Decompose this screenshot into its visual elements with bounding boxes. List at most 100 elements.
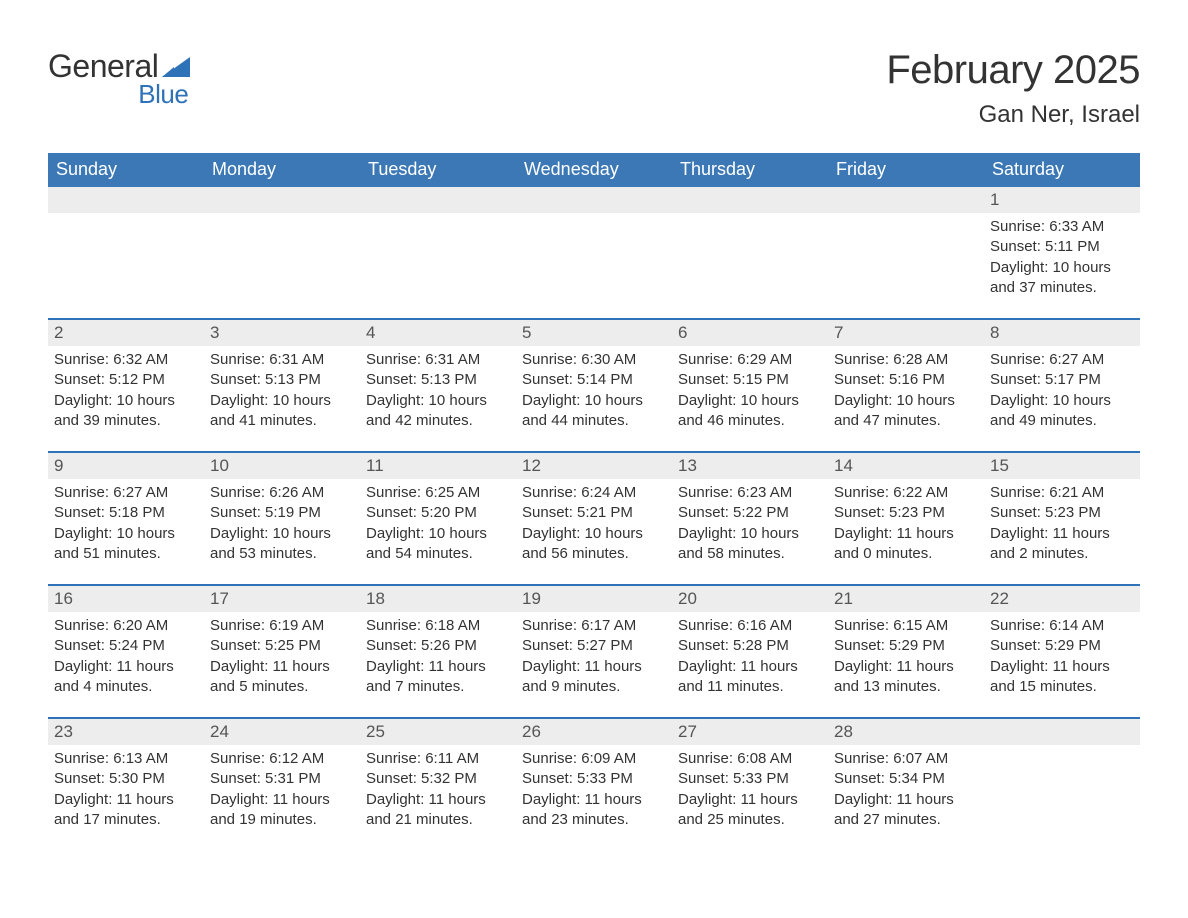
day-body: Sunrise: 6:30 AMSunset: 5:14 PMDaylight:… bbox=[516, 346, 672, 451]
calendar-day-cell: 18Sunrise: 6:18 AMSunset: 5:26 PMDayligh… bbox=[360, 584, 516, 717]
day-number-bar: 14 bbox=[828, 451, 984, 479]
day-number-bar: 25 bbox=[360, 717, 516, 745]
calendar-day-cell: 23Sunrise: 6:13 AMSunset: 5:30 PMDayligh… bbox=[48, 717, 204, 850]
sunrise-line: Sunrise: 6:28 AM bbox=[834, 350, 978, 370]
month-title: February 2025 bbox=[886, 48, 1140, 93]
sunset-line: Sunset: 5:25 PM bbox=[210, 636, 354, 656]
day-body: Sunrise: 6:14 AMSunset: 5:29 PMDaylight:… bbox=[984, 612, 1140, 717]
day-number-bar: 8 bbox=[984, 318, 1140, 346]
calendar-day-cell: 17Sunrise: 6:19 AMSunset: 5:25 PMDayligh… bbox=[204, 584, 360, 717]
sunset-line: Sunset: 5:29 PM bbox=[834, 636, 978, 656]
calendar-day-cell: 21Sunrise: 6:15 AMSunset: 5:29 PMDayligh… bbox=[828, 584, 984, 717]
daylight-line: Daylight: 10 hours and 37 minutes. bbox=[990, 258, 1134, 299]
calendar-day-cell: 28Sunrise: 6:07 AMSunset: 5:34 PMDayligh… bbox=[828, 717, 984, 850]
day-of-week-header-row: Sunday Monday Tuesday Wednesday Thursday… bbox=[48, 153, 1140, 187]
day-number-bar bbox=[48, 187, 204, 213]
calendar-day-cell: 20Sunrise: 6:16 AMSunset: 5:28 PMDayligh… bbox=[672, 584, 828, 717]
sunset-line: Sunset: 5:30 PM bbox=[54, 769, 198, 789]
sunrise-line: Sunrise: 6:32 AM bbox=[54, 350, 198, 370]
day-number: 10 bbox=[210, 456, 229, 475]
calendar-table: Sunday Monday Tuesday Wednesday Thursday… bbox=[48, 153, 1140, 850]
sunset-line: Sunset: 5:24 PM bbox=[54, 636, 198, 656]
daylight-line: Daylight: 10 hours and 46 minutes. bbox=[678, 391, 822, 432]
day-body: Sunrise: 6:12 AMSunset: 5:31 PMDaylight:… bbox=[204, 745, 360, 850]
day-number-bar: 11 bbox=[360, 451, 516, 479]
calendar-day-cell: 12Sunrise: 6:24 AMSunset: 5:21 PMDayligh… bbox=[516, 451, 672, 584]
day-number: 5 bbox=[522, 323, 531, 342]
calendar-day-cell: 4Sunrise: 6:31 AMSunset: 5:13 PMDaylight… bbox=[360, 318, 516, 451]
sunset-line: Sunset: 5:16 PM bbox=[834, 370, 978, 390]
day-number-bar bbox=[984, 717, 1140, 745]
sunset-line: Sunset: 5:27 PM bbox=[522, 636, 666, 656]
daylight-line: Daylight: 11 hours and 25 minutes. bbox=[678, 790, 822, 831]
sunset-line: Sunset: 5:22 PM bbox=[678, 503, 822, 523]
day-number-bar bbox=[360, 187, 516, 213]
daylight-line: Daylight: 11 hours and 19 minutes. bbox=[210, 790, 354, 831]
daylight-line: Daylight: 11 hours and 27 minutes. bbox=[834, 790, 978, 831]
day-number: 17 bbox=[210, 589, 229, 608]
day-body: Sunrise: 6:20 AMSunset: 5:24 PMDaylight:… bbox=[48, 612, 204, 717]
day-body: Sunrise: 6:15 AMSunset: 5:29 PMDaylight:… bbox=[828, 612, 984, 717]
day-number-bar: 5 bbox=[516, 318, 672, 346]
calendar-body: 1Sunrise: 6:33 AMSunset: 5:11 PMDaylight… bbox=[48, 187, 1140, 850]
sunrise-line: Sunrise: 6:22 AM bbox=[834, 483, 978, 503]
calendar-day-cell: 19Sunrise: 6:17 AMSunset: 5:27 PMDayligh… bbox=[516, 584, 672, 717]
day-number-bar: 21 bbox=[828, 584, 984, 612]
calendar-week-row: 16 Sunrise: 6:20 AMSunset: 5:24 PMDayligh… bbox=[48, 584, 1140, 717]
day-number-bar bbox=[204, 187, 360, 213]
day-number-bar: 10 bbox=[204, 451, 360, 479]
day-body: Sunrise: 6:27 AMSunset: 5:18 PMDaylight:… bbox=[48, 479, 204, 584]
day-number-bar: 6 bbox=[672, 318, 828, 346]
day-number-bar: 24 bbox=[204, 717, 360, 745]
daylight-line: Daylight: 10 hours and 39 minutes. bbox=[54, 391, 198, 432]
calendar-day-cell: 16 Sunrise: 6:20 AMSunset: 5:24 PMDayligh… bbox=[48, 584, 204, 717]
day-body: Sunrise: 6:26 AMSunset: 5:19 PMDaylight:… bbox=[204, 479, 360, 584]
brand-logo-bottom: Blue bbox=[48, 79, 190, 110]
calendar-day-cell: 13Sunrise: 6:23 AMSunset: 5:22 PMDayligh… bbox=[672, 451, 828, 584]
daylight-line: Daylight: 10 hours and 44 minutes. bbox=[522, 391, 666, 432]
calendar-day-cell: 8Sunrise: 6:27 AMSunset: 5:17 PMDaylight… bbox=[984, 318, 1140, 451]
day-number-bar bbox=[516, 187, 672, 213]
day-number: 26 bbox=[522, 722, 541, 741]
daylight-line: Daylight: 10 hours and 49 minutes. bbox=[990, 391, 1134, 432]
calendar-day-cell bbox=[672, 187, 828, 318]
day-number: 19 bbox=[522, 589, 541, 608]
sunrise-line: Sunrise: 6:21 AM bbox=[990, 483, 1134, 503]
day-body: Sunrise: 6:33 AMSunset: 5:11 PMDaylight:… bbox=[984, 213, 1140, 318]
day-number: 23 bbox=[54, 722, 73, 741]
day-body bbox=[828, 213, 984, 311]
sunset-line: Sunset: 5:19 PM bbox=[210, 503, 354, 523]
day-number-bar: 2 bbox=[48, 318, 204, 346]
day-body: Sunrise: 6:22 AMSunset: 5:23 PMDaylight:… bbox=[828, 479, 984, 584]
sunrise-line: Sunrise: 6:31 AM bbox=[366, 350, 510, 370]
day-body bbox=[984, 745, 1140, 843]
sunset-line: Sunset: 5:21 PM bbox=[522, 503, 666, 523]
day-number-bar: 9 bbox=[48, 451, 204, 479]
day-body: Sunrise: 6:18 AMSunset: 5:26 PMDaylight:… bbox=[360, 612, 516, 717]
sunset-line: Sunset: 5:33 PM bbox=[678, 769, 822, 789]
dow-header: Monday bbox=[204, 153, 360, 187]
sunrise-line: Sunrise: 6:16 AM bbox=[678, 616, 822, 636]
day-body: Sunrise: 6:07 AMSunset: 5:34 PMDaylight:… bbox=[828, 745, 984, 850]
calendar-day-cell bbox=[984, 717, 1140, 850]
daylight-line: Daylight: 10 hours and 54 minutes. bbox=[366, 524, 510, 565]
day-number-bar: 26 bbox=[516, 717, 672, 745]
day-number: 7 bbox=[834, 323, 843, 342]
daylight-line: Daylight: 10 hours and 58 minutes. bbox=[678, 524, 822, 565]
day-body bbox=[672, 213, 828, 311]
sunrise-line: Sunrise: 6:25 AM bbox=[366, 483, 510, 503]
day-number: 25 bbox=[366, 722, 385, 741]
daylight-line: Daylight: 11 hours and 0 minutes. bbox=[834, 524, 978, 565]
day-number: 3 bbox=[210, 323, 219, 342]
day-number: 16 bbox=[54, 589, 73, 608]
day-body: Sunrise: 6:16 AMSunset: 5:28 PMDaylight:… bbox=[672, 612, 828, 717]
day-body: Sunrise: 6:32 AMSunset: 5:12 PMDaylight:… bbox=[48, 346, 204, 451]
sunset-line: Sunset: 5:20 PM bbox=[366, 503, 510, 523]
day-number-bar: 4 bbox=[360, 318, 516, 346]
day-number-bar: 16 bbox=[48, 584, 204, 612]
daylight-line: Daylight: 11 hours and 17 minutes. bbox=[54, 790, 198, 831]
day-body: Sunrise: 6:11 AMSunset: 5:32 PMDaylight:… bbox=[360, 745, 516, 850]
day-number: 11 bbox=[366, 456, 384, 475]
day-number-bar: 27 bbox=[672, 717, 828, 745]
calendar-day-cell: 7Sunrise: 6:28 AMSunset: 5:16 PMDaylight… bbox=[828, 318, 984, 451]
